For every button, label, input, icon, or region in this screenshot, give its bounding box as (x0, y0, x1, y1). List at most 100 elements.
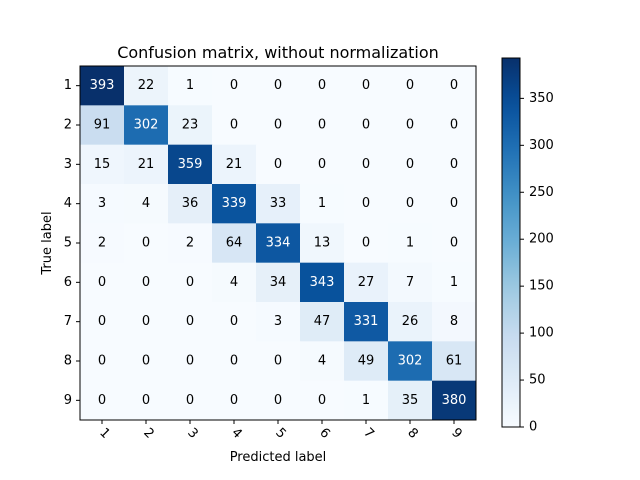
heatmap-cell (344, 66, 389, 106)
heatmap-cell (124, 184, 169, 224)
cell-value-label: 34 (270, 275, 287, 290)
cell-value-label: 0 (450, 196, 458, 211)
cell-value-label: 1 (186, 78, 194, 93)
cell-value-label: 1 (318, 196, 326, 211)
cell-value-label: 0 (230, 354, 238, 369)
heatmap-cell (300, 144, 345, 185)
cell-value-label: 35 (402, 393, 419, 408)
heatmap-cell (300, 223, 345, 264)
heatmap-cell (256, 302, 301, 342)
heatmap-cell (432, 184, 477, 224)
cell-value-label: 0 (98, 354, 106, 369)
cell-value-label: 0 (142, 314, 150, 329)
cell-value-label: 3 (98, 196, 106, 211)
cell-value-label: 0 (142, 275, 150, 290)
y-tick-label: 3 (64, 157, 72, 172)
cell-value-label: 0 (230, 118, 238, 133)
heatmap-cell (212, 144, 257, 185)
heatmap-cell (256, 380, 301, 421)
heatmap-cell (344, 262, 389, 303)
heatmap-cell (256, 184, 301, 224)
cell-value-label: 0 (186, 393, 194, 408)
heatmap-cell (80, 223, 125, 264)
cell-value-label: 0 (98, 393, 106, 408)
heatmap-cell (388, 105, 433, 146)
heatmap-cell (124, 380, 169, 421)
cell-value-label: 36 (182, 196, 199, 211)
heatmap-cell (300, 184, 345, 224)
cell-value-label: 0 (186, 354, 194, 369)
cell-value-label: 0 (406, 118, 414, 133)
cell-value-label: 0 (142, 354, 150, 369)
chart-title: Confusion matrix, without normalization (117, 43, 439, 62)
heatmap-cell (388, 262, 433, 303)
cell-value-label: 0 (274, 354, 282, 369)
cell-value-label: 0 (186, 314, 194, 329)
y-axis-label: True label (40, 211, 55, 275)
cell-value-label: 0 (406, 196, 414, 211)
cell-value-label: 393 (90, 78, 115, 93)
cell-value-label: 33 (270, 196, 287, 211)
heatmap-cell (168, 262, 213, 303)
heatmap-cell (124, 262, 169, 303)
heatmap-cell (432, 223, 477, 264)
cell-value-label: 0 (450, 118, 458, 133)
cell-value-label: 0 (274, 157, 282, 172)
cell-value-label: 0 (318, 78, 326, 93)
heatmap-cell (80, 341, 125, 382)
heatmap-cell (300, 105, 345, 146)
colorbar-tick-label: 300 (529, 138, 554, 153)
cell-value-label: 1 (406, 236, 414, 251)
x-axis-label: Predicted label (230, 450, 327, 465)
colorbar-gradient (501, 57, 521, 428)
heatmap-cell (212, 262, 257, 303)
heatmap-cell (80, 105, 125, 146)
cell-value-label: 0 (98, 314, 106, 329)
heatmap-cell (124, 302, 169, 342)
colorbar-tick-label: 150 (529, 279, 554, 294)
heatmap-annotations: 393 22 1 0 0 0 0 0 091 302 23 0 0 0 0 0 015 21 359 21 0 0 0 0 03… (90, 78, 467, 408)
cell-value-label: 15 (94, 157, 111, 172)
heatmap-cell (124, 144, 169, 185)
heatmap-cell (432, 380, 477, 421)
cell-value-label: 2 (186, 236, 194, 251)
heatmap-cell (168, 144, 213, 185)
cell-value-label: 343 (310, 275, 335, 290)
heatmap-cell (388, 341, 433, 382)
heatmap-cell (432, 302, 477, 342)
cell-value-label: 0 (318, 393, 326, 408)
heatmap-cell (80, 262, 125, 303)
heatmap-cell (300, 302, 345, 342)
y-tick-label: 9 (64, 393, 72, 408)
cell-value-label: 21 (226, 157, 243, 172)
heatmap-plot: 393 22 1 0 0 0 0 0 091 302 23 0 0 0 0 0 015 21 359 21 0 0 0 0 03… (64, 65, 477, 442)
cell-value-label: 0 (362, 157, 370, 172)
heatmap-cell (212, 380, 257, 421)
cell-value-label: 331 (354, 314, 379, 329)
heatmap-cell (432, 262, 477, 303)
heatmap-cell (168, 341, 213, 382)
heatmap-cell (124, 105, 169, 146)
cell-value-label: 0 (98, 275, 106, 290)
cell-value-label: 4 (142, 196, 150, 211)
cell-value-label: 0 (230, 314, 238, 329)
cell-value-label: 0 (450, 236, 458, 251)
cell-value-label: 1 (362, 393, 370, 408)
y-tick-label: 7 (64, 314, 72, 329)
cell-value-label: 47 (314, 314, 331, 329)
heatmap-cell (432, 144, 477, 185)
cell-value-label: 0 (274, 78, 282, 93)
cell-value-label: 3 (274, 314, 282, 329)
y-tick-label: 6 (64, 275, 72, 290)
cell-value-label: 64 (226, 236, 243, 251)
heatmap-cell (124, 341, 169, 382)
cell-value-label: 22 (138, 78, 155, 93)
y-tick-label: 1 (64, 78, 72, 93)
heatmap-cell (256, 262, 301, 303)
heatmap-cell (388, 184, 433, 224)
heatmap-cell (212, 105, 257, 146)
cell-value-label: 1 (450, 275, 458, 290)
heatmap-cell (432, 341, 477, 382)
cell-value-label: 26 (402, 314, 419, 329)
